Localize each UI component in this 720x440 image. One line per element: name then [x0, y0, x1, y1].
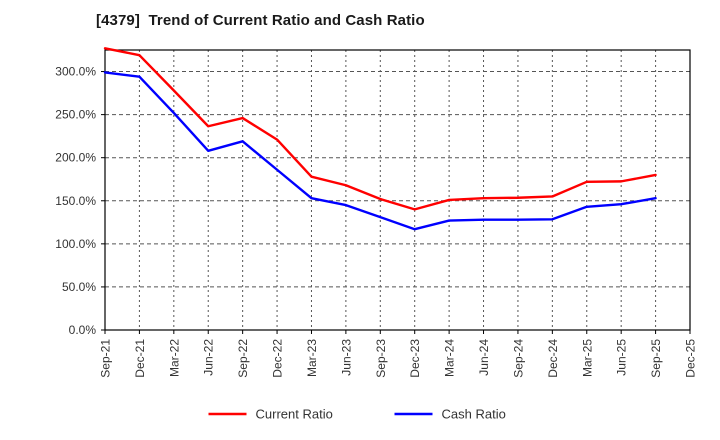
series-line-2 — [103, 71, 657, 231]
plot-frame — [104, 49, 691, 331]
x-tick-label: Sep-24 — [511, 339, 525, 378]
x-tick-label: Dec-25 — [684, 339, 698, 378]
x-tick-label: Jun-22 — [202, 339, 216, 376]
chart-title: [4379] Trend of Current Ratio and Cash R… — [96, 12, 425, 29]
x-tick-label: Mar-23 — [305, 339, 319, 377]
x-tick-label: Jun-24 — [477, 339, 491, 376]
x-tick-label: Dec-22 — [271, 339, 285, 378]
chart-legend: Current Ratio Cash Ratio — [208, 406, 506, 421]
x-tick-label: Mar-25 — [580, 339, 594, 377]
series-line-1 — [103, 47, 657, 211]
y-tick-label: 0.0% — [69, 323, 97, 337]
x-tick-label: Sep-23 — [374, 339, 388, 378]
x-tick-label: Sep-22 — [236, 339, 250, 378]
x-tick-label: Mar-24 — [443, 339, 457, 377]
x-tick-label: Sep-25 — [649, 339, 663, 378]
x-tick-label: Dec-21 — [133, 339, 147, 378]
y-axis-tick-labels: 0.0% 50.0% 100.0% 150.0% 200.0% 250.0% 300.0% — [55, 65, 105, 337]
x-tick-label: Jun-25 — [615, 339, 629, 376]
x-tick-label: Mar-22 — [167, 339, 181, 377]
y-tick-label: 150.0% — [55, 194, 96, 208]
x-axis-tick-labels: Sep-21 Dec-21 Mar-22 Jun-22 Sep-22 Dec-22 Mar-… — [99, 330, 698, 378]
y-tick-label: 200.0% — [55, 151, 96, 165]
x-tick-label: Dec-24 — [546, 339, 560, 378]
series-layer — [103, 47, 657, 231]
y-tick-label: 300.0% — [55, 65, 96, 79]
x-tick-label: Jun-23 — [339, 339, 353, 376]
legend-label-1: Current Ratio — [256, 406, 333, 421]
x-tick-label: Dec-23 — [408, 339, 422, 378]
x-tick-label: Sep-21 — [99, 339, 113, 378]
legend-label-2: Cash Ratio — [442, 406, 506, 421]
y-tick-label: 100.0% — [55, 237, 96, 251]
y-tick-label: 50.0% — [62, 280, 96, 294]
grid-layer — [105, 50, 691, 330]
y-tick-label: 250.0% — [55, 108, 96, 122]
axis-layer — [104, 49, 691, 331]
